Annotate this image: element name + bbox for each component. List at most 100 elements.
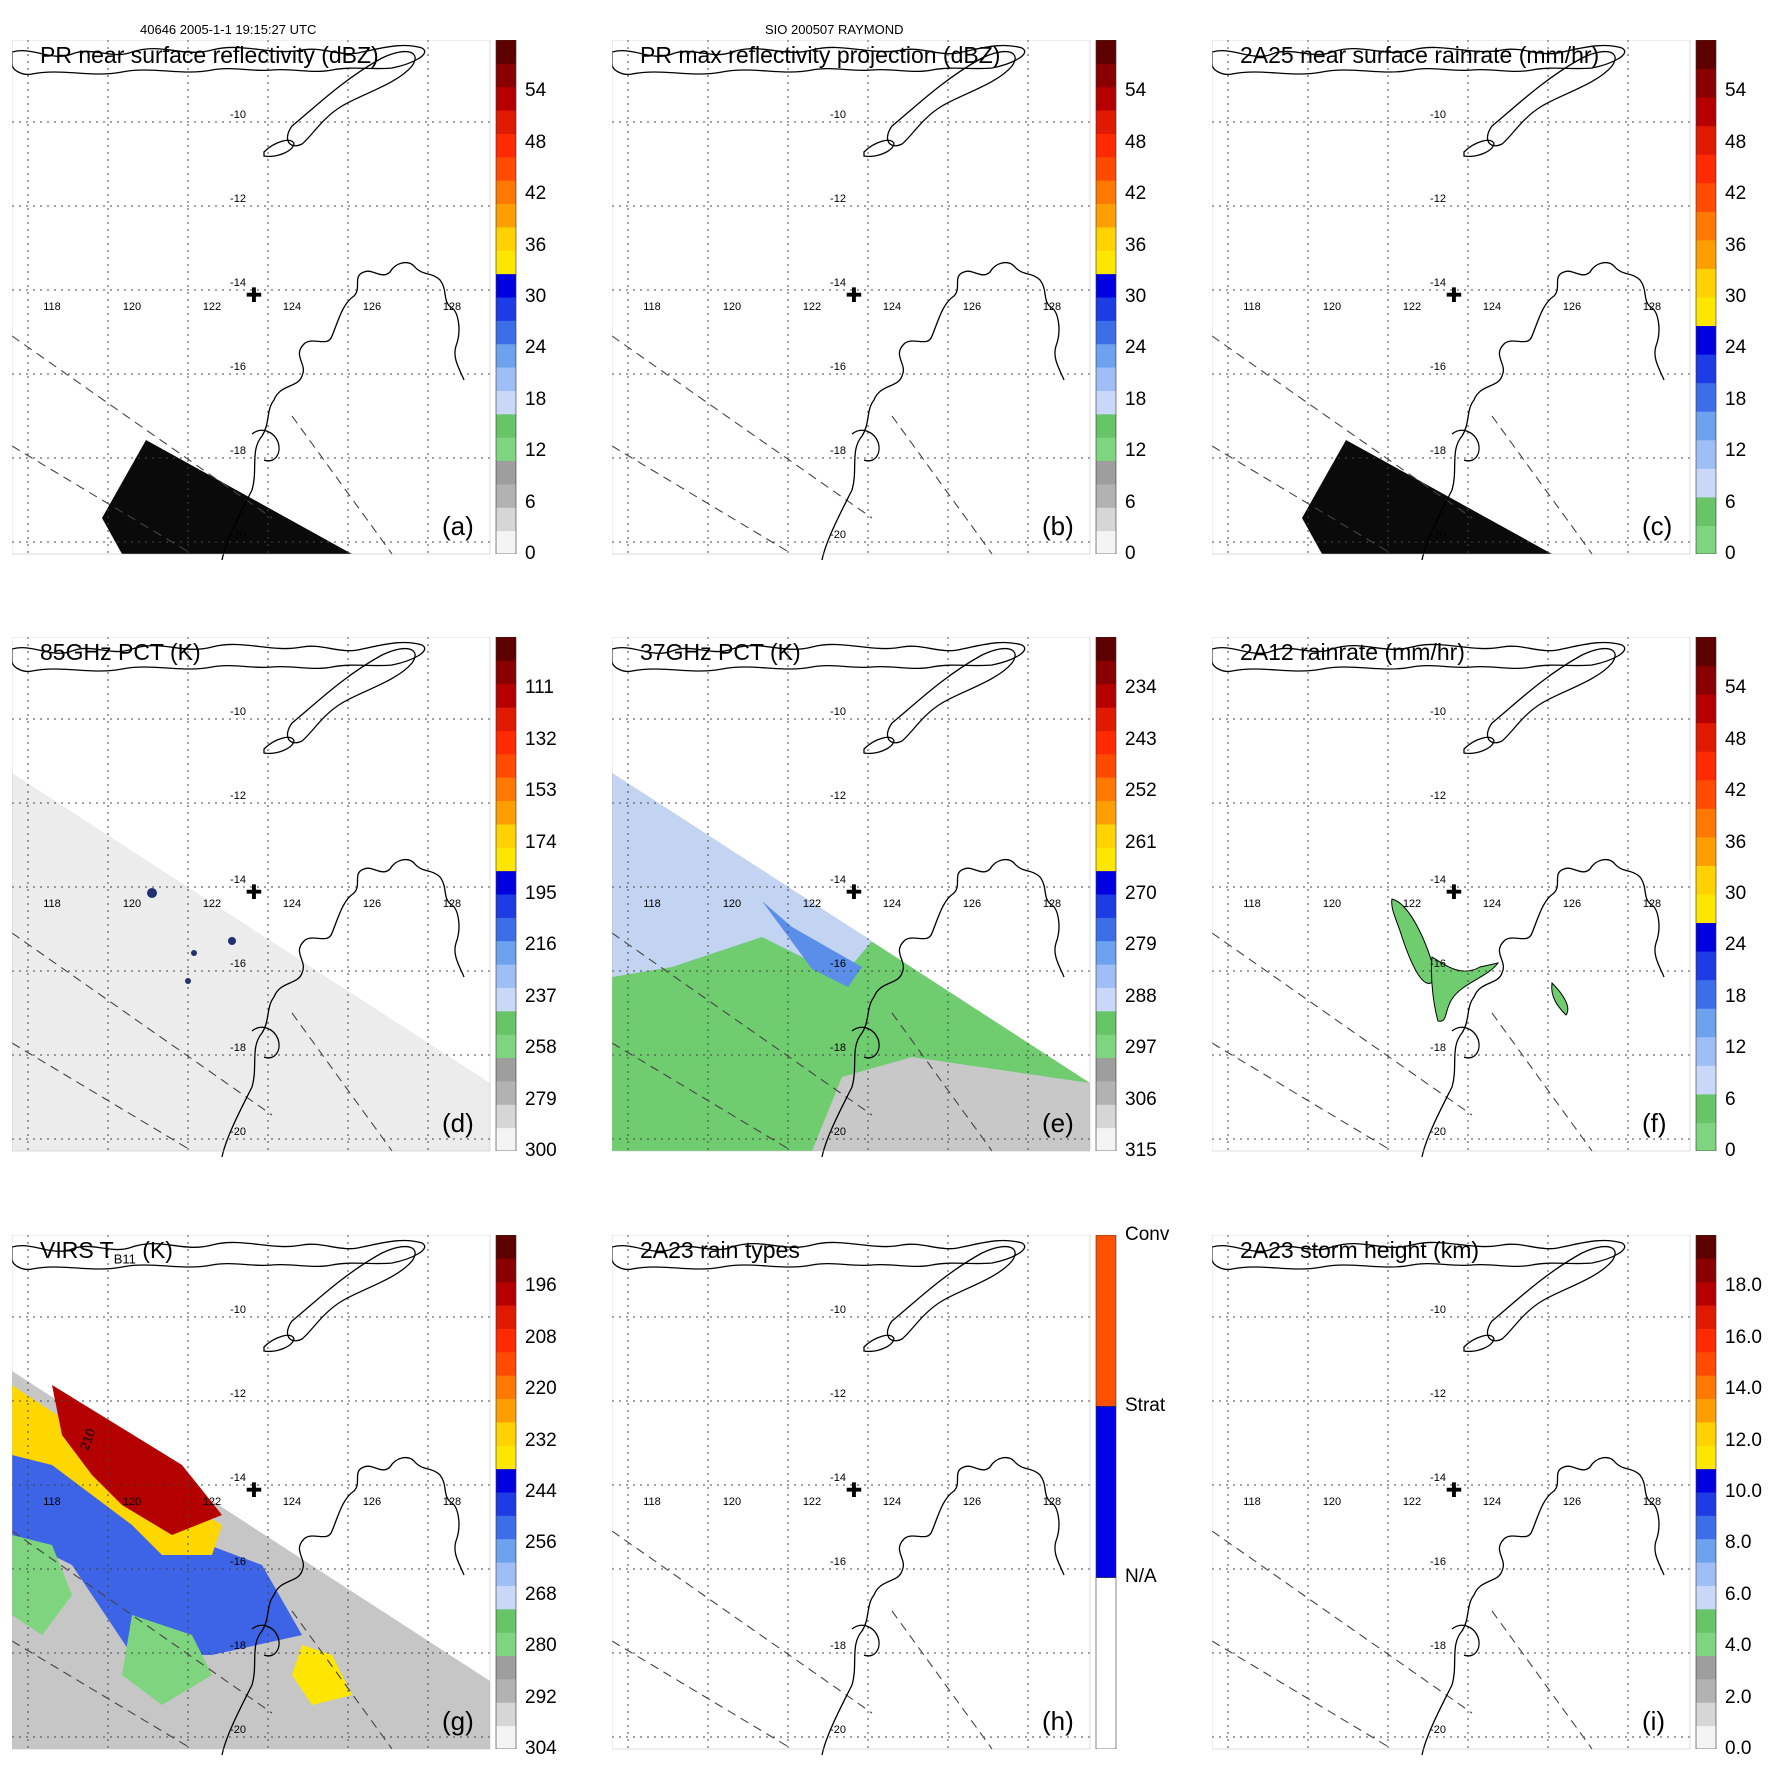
longitude-label: 118: [1243, 898, 1261, 910]
colorbar-segment: [496, 40, 516, 64]
latitude-label: -12: [230, 1388, 246, 1400]
latitude-label: -14: [230, 874, 246, 886]
colorbar-segment: [1096, 707, 1116, 731]
colorbar-tick-label: Conv: [1125, 1224, 1170, 1245]
panel-f: 118 120 122 124 126 128 -10 -12 -14 -16 -18 -20 ✚ 2A1…: [1212, 636, 1746, 1161]
map-canvas: 118 120 122 124 126 128 -10 -12 -14 -16 -18 -20 ✚: [612, 40, 1091, 560]
panel-letter-label: (b): [1042, 511, 1074, 541]
colorbar-segment: [1696, 1008, 1716, 1038]
colorbar-segment: [1696, 1421, 1716, 1446]
colorbar-segment: [1096, 156, 1116, 181]
colorbar-graphic: [1695, 39, 1717, 555]
longitude-label: 120: [123, 301, 141, 313]
data-overlay: [12, 773, 490, 1151]
coastline: [1451, 1026, 1480, 1059]
latitude-label: -16: [230, 1556, 246, 1568]
data-overlay: [1302, 440, 1552, 554]
coastline: [612, 44, 1026, 76]
latitude-label: -10: [830, 109, 846, 121]
colorbar-segment: [1696, 1562, 1716, 1586]
coastline: [1421, 1456, 1665, 1755]
coastline: [221, 858, 465, 1157]
coastline: [851, 1624, 880, 1657]
panel-title-units: (K): [135, 1237, 173, 1263]
colorbar-tick-label: 6: [1725, 491, 1736, 513]
longitude-label: 122: [803, 1496, 821, 1508]
panel-title-text: 2A23 rain types: [640, 1237, 800, 1263]
swath-edge-line: [612, 445, 793, 555]
panel-title-text: 37GHz PCT (K): [640, 639, 801, 665]
colorbar-segment: [1096, 110, 1116, 134]
colorbar-segment: [496, 530, 516, 555]
brightness-temp-region: [12, 1535, 72, 1635]
coastline: [821, 858, 1065, 1157]
colorbar-segment: [1096, 730, 1116, 755]
colorbar-segment: [1696, 1492, 1716, 1516]
colorbar-segment: [1696, 1608, 1716, 1633]
longitude-label: 126: [1563, 898, 1581, 910]
colorbar-tick-label: 300: [525, 1140, 557, 1161]
coastline: [12, 641, 426, 673]
longitude-label: 122: [803, 301, 821, 313]
colorbar-segment: [1696, 1468, 1716, 1493]
coastline: [286, 50, 416, 147]
colorbar: 111 132 153 174 195 216 237 258 279 300: [495, 636, 557, 1161]
colorbar-segment: [1696, 125, 1716, 155]
colorbar-tick-label: 6: [1725, 1088, 1736, 1110]
colorbar-segment: [1096, 753, 1116, 778]
map-canvas: 118 120 122 124 126 128 -10 -12 -14 -16 -18 -20 ✚: [1212, 40, 1691, 560]
colorbar-segment: [496, 1445, 516, 1470]
colorbar-segment: [496, 1057, 516, 1082]
colorbar-segment: [1696, 297, 1716, 327]
light-blue-region: [612, 773, 872, 977]
panel-title-text: 2A25 near surface rainrate (mm/hr): [1240, 42, 1600, 68]
latitude-label: -18: [1430, 445, 1446, 457]
colorbar-segment: [496, 483, 516, 508]
colorbar-tick-label: 36: [525, 234, 547, 256]
panel-title: 37GHz PCT (K): [640, 639, 801, 666]
storm-center-marker: ✚: [1446, 1478, 1463, 1502]
colorbar: 54 48 42 36 30 24 18 12 6 0: [495, 39, 546, 564]
latitude-label: -12: [1430, 193, 1446, 205]
colorbar-tick-label: 18: [1125, 388, 1147, 410]
longitude-label: 124: [883, 1496, 901, 1508]
latitude-label: -18: [230, 1042, 246, 1054]
case-header: SIO 200507 RAYMOND: [765, 22, 904, 37]
swath-edge-line: [12, 335, 273, 519]
colorbar-segment: [496, 343, 516, 368]
colorbar-segment: [496, 987, 516, 1012]
colorbar-tick-label: 2.0: [1725, 1686, 1752, 1708]
latitude-label: -10: [230, 706, 246, 718]
colorbar-segment: [1696, 268, 1716, 298]
latitude-label: -16: [830, 361, 846, 373]
latitude-label: -18: [1430, 1042, 1446, 1054]
colorbar-tick-label: 36: [1725, 234, 1747, 256]
colorbar-segment: [1696, 836, 1716, 866]
colorbar-tick-label: 18.0: [1725, 1275, 1762, 1297]
colorbar-segment: [1096, 777, 1116, 802]
colorbar-graphic: [1695, 636, 1717, 1152]
colorbar-graphic: [495, 39, 517, 555]
colorbar-tick-label: 6.0: [1725, 1583, 1752, 1605]
colorbar-tick-label: 232: [525, 1429, 557, 1451]
swath-edge-line: [612, 1042, 793, 1152]
colorbar-segment: [1096, 894, 1116, 918]
longitude-label: 126: [363, 301, 381, 313]
colorbar-segment: [496, 1034, 516, 1059]
map-canvas: 118 120 122 124 126 128 -10 -12 -14 -16 -18 -20 ✚: [612, 637, 1091, 1157]
colorbar-tick-label: 297: [1125, 1037, 1157, 1059]
coastline: [221, 261, 465, 560]
panel-title-text: VIRS T: [40, 1237, 114, 1263]
orbit-time-header: 40646 2005-1-1 19:15:27 UTC: [140, 22, 317, 37]
coastline: [1451, 429, 1480, 462]
panel-c: 118 120 122 124 126 128 -10 -12 -14 -16 -18 -20 ✚ 2A2…: [1212, 39, 1746, 564]
colorbar-segment: [1696, 637, 1716, 667]
colorbar-segment: [496, 413, 516, 438]
panel-title-subscript: B11: [113, 1251, 136, 1267]
map-canvas: 118 120 122 124 126 128 -10 -12 -14 -16 -18 -20 ✚ 210: [12, 1235, 491, 1755]
latitude-label: -14: [830, 874, 846, 886]
longitude-label: 128: [1643, 301, 1661, 313]
coastline: [221, 1456, 465, 1755]
latitude-label: -16: [830, 1556, 846, 1568]
colorbar-tick-label: 48: [1725, 728, 1747, 750]
